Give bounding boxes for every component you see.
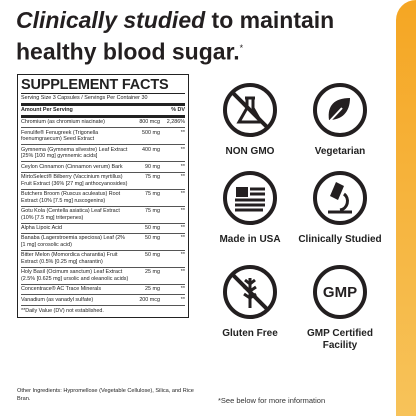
facts-row: Alpha Lipoic Acid 50 mg ** [21,223,185,234]
ingredient: Bitter Melon (Momordica charantia) Fruit… [21,250,130,268]
icon-gmp: GMP [313,265,367,319]
daily-value: ** [163,233,185,251]
badge: Vegetarian [298,82,382,158]
ingredient: Gotu Kola (Centella asiatica) Leaf Extra… [21,206,130,224]
badge: Gluten Free [208,264,292,340]
facts-table: Amount Per Serving% DV Chromium (as chro… [21,102,185,306]
heading-rest: to maintain healthy blood sugar. [16,7,335,65]
daily-value: 2,286% [163,116,185,129]
badge-label: Made in USA [219,234,281,245]
icon-usa [223,171,277,225]
daily-value: ** [163,161,185,173]
ingredient: Alpha Lipoic Acid [21,223,130,234]
badge: GMP GMP Certified Facility [298,264,382,352]
amount: 75 mg [130,172,163,190]
amount: 90 mg [130,161,163,173]
daily-value: ** [163,223,185,234]
facts-row: Concentrace® AC Trace Minerals 25 mg ** [21,284,185,296]
supplement-facts: SUPPLEMENT FACTS Serving Size 3 Capsules… [17,74,189,319]
badge-label: Clinically Studied [298,234,382,245]
header-dv: % DV [163,102,185,119]
badge: NON GMO [208,82,292,158]
ingredient: Banaba (Lagerstroemia speciosa) Leaf (2%… [21,233,130,251]
heading-mark: * [239,43,244,53]
facts-footnote: **Daily Value (DV) not established. [21,307,104,314]
facts-row: Vanadium (as vanadyl sulfate) 200 mcg ** [21,294,185,306]
ingredient: Holy Basil (Ocimum sanctum) Leaf Extract… [21,267,130,285]
heading-emphasis: Clinically studied [16,7,206,33]
amount: 500 mg [130,127,163,146]
daily-value: ** [163,127,185,146]
footer-note: *See below for more information [218,396,326,405]
icon-vegetarian [313,83,367,137]
facts-row: Holy Basil (Ocimum sanctum) Leaf Extract… [21,267,185,285]
facts-row: Ceylon Cinnamon (Cinnamon verum) Bark 90 … [21,161,185,173]
ingredient: Gymnema (Gymnema silvestre) Leaf Extract… [21,144,130,163]
badge-label: NON GMO [225,146,275,157]
gmp-text: GMP [323,284,357,301]
daily-value: ** [163,144,185,163]
facts-title: SUPPLEMENT FACTS [21,77,185,94]
ingredient: Fenulife® Fenugreek (Trigonella foenumgr… [21,127,130,146]
ingredient: MirtoSelect® Bilberry (Vaccinium myrtill… [21,172,130,190]
amount: 75 mg [130,189,163,207]
other-ingredients: Other Ingredients: Hypromellose (Vegetab… [17,388,194,402]
ingredient: Butchers Broom (Ruscus aculeatus) Root E… [21,189,130,207]
amount: 50 mg [130,233,163,251]
badge-label: GMP Certified Facility [307,328,373,351]
facts-row: Gotu Kola (Centella asiatica) Leaf Extra… [21,206,185,224]
daily-value: ** [163,267,185,285]
serving: Serving Size 3 Capsules / Servings Per C… [21,95,148,101]
facts-row: Chromium (as chromium niacinate) 800 mcg 2… [21,116,185,129]
facts-row: MirtoSelect® Bilberry (Vaccinium myrtill… [21,172,185,190]
amount: 50 mg [130,250,163,268]
icon-microscope [313,171,367,225]
facts-row: Fenulife® Fenugreek (Trigonella foenumgr… [21,127,185,146]
amount: 25 mg [130,284,163,296]
daily-value: ** [163,172,185,190]
header-amount: Amount Per Serving [21,102,163,119]
amount: 75 mg [130,206,163,224]
facts-row: Gymnema (Gymnema silvestre) Leaf Extract… [21,144,185,163]
badge: Clinically Studied [298,170,382,246]
accent-stripe [396,0,416,416]
daily-value: ** [163,294,185,306]
daily-value: ** [163,250,185,268]
heading: Clinically studied to maintain healthy b… [16,6,396,66]
ingredient: Vanadium (as vanadyl sulfate) [21,294,130,306]
facts-row: Banaba (Lagerstroemia speciosa) Leaf (2%… [21,233,185,251]
daily-value: ** [163,284,185,296]
amount: 200 mcg [130,294,163,306]
daily-value: ** [163,189,185,207]
ingredient: Ceylon Cinnamon (Cinnamon verum) Bark [21,161,130,173]
facts-row: Butchers Broom (Ruscus aculeatus) Root E… [21,189,185,207]
ingredient: Concentrace® AC Trace Minerals [21,284,130,296]
amount: 25 mg [130,267,163,285]
badge: Made in USA [208,170,292,246]
badge-label: Gluten Free [222,328,278,339]
facts-row: Bitter Melon (Momordica charantia) Fruit… [21,250,185,268]
icon-gluten-free [223,265,277,319]
ingredient: Chromium (as chromium niacinate) [21,116,130,129]
amount: 400 mg [130,144,163,163]
amount: 50 mg [130,223,163,234]
daily-value: ** [163,206,185,224]
icon-non-gmo [223,83,277,137]
badge-label: Vegetarian [314,146,366,157]
amount: 800 mcg [130,116,163,129]
